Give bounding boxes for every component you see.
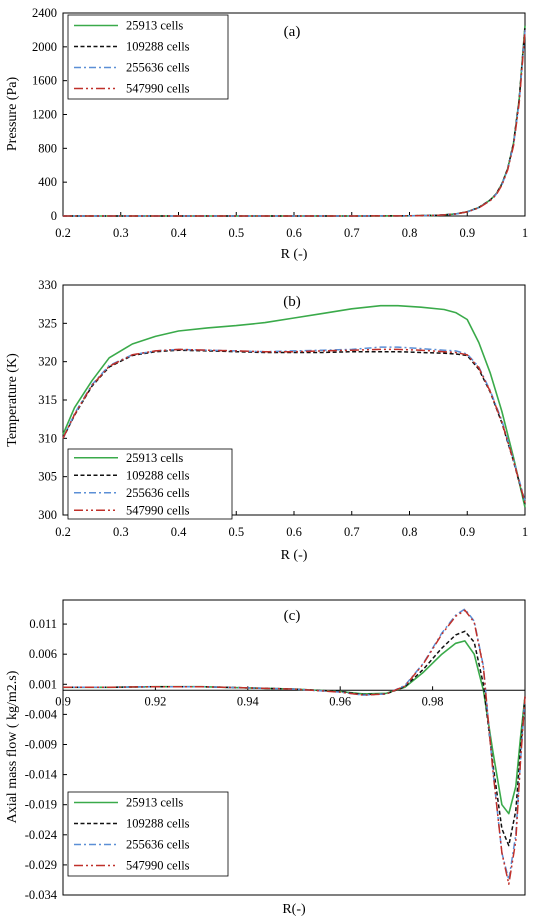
x-tick-label: 0.7 bbox=[344, 525, 360, 539]
y-tick-label: 1200 bbox=[32, 108, 57, 122]
y-tick-label: 330 bbox=[38, 278, 57, 292]
x-tick-label: 0.9 bbox=[459, 226, 475, 240]
legend-box bbox=[67, 14, 229, 100]
y-tick-label: -0.029 bbox=[25, 858, 57, 872]
x-tick-label: 0.98 bbox=[422, 694, 444, 708]
x-tick-label: 0.92 bbox=[144, 694, 166, 708]
y-tick-label: 305 bbox=[38, 470, 57, 484]
y-tick-label: 0.001 bbox=[29, 677, 57, 691]
legend-label: 547990 cells bbox=[126, 82, 190, 96]
x-axis-label: R(-) bbox=[282, 902, 306, 917]
y-tick-label: 0 bbox=[51, 209, 57, 223]
y-tick-label: -0.019 bbox=[25, 798, 57, 812]
y-tick-label: -0.034 bbox=[25, 888, 58, 902]
x-axis-label: R (-) bbox=[281, 247, 308, 262]
x-tick-label: 0.9 bbox=[55, 694, 71, 708]
x-tick-label: 0.4 bbox=[171, 226, 187, 240]
y-axis-label: Temperature (K) bbox=[5, 353, 20, 447]
legend-label: 255636 cells bbox=[126, 486, 190, 500]
legend-label: 109288 cells bbox=[126, 468, 190, 482]
legend-label: 255636 cells bbox=[126, 838, 190, 852]
x-tick-label: 1 bbox=[522, 525, 528, 539]
y-tick-label: 400 bbox=[38, 175, 57, 189]
legend-label: 25913 cells bbox=[126, 19, 183, 33]
legend-label: 25913 cells bbox=[126, 796, 183, 810]
y-tick-label: 310 bbox=[38, 431, 57, 445]
y-tick-label: 1600 bbox=[32, 74, 57, 88]
legend-label: 109288 cells bbox=[126, 817, 190, 831]
x-tick-label: 0.5 bbox=[228, 226, 244, 240]
x-tick-label: 0.5 bbox=[228, 525, 244, 539]
x-tick-label: 1 bbox=[522, 226, 528, 240]
y-tick-label: 0.011 bbox=[29, 617, 57, 631]
series-line bbox=[63, 609, 526, 885]
x-tick-label: 0.4 bbox=[171, 525, 187, 539]
x-tick-label: 0.9 bbox=[459, 525, 475, 539]
x-tick-label: 0.6 bbox=[286, 525, 302, 539]
legend-label: 547990 cells bbox=[126, 859, 190, 873]
y-tick-label: 325 bbox=[38, 316, 57, 330]
series-line bbox=[63, 30, 526, 217]
x-tick-label: 0.3 bbox=[113, 525, 129, 539]
y-tick-label: 320 bbox=[38, 355, 57, 369]
pressure-chart: 0 400 800 1200 1600 2000 2400 0.2 0.3 0.4 0.5 0.6 0.… bbox=[5, 6, 528, 262]
x-tick-label: 0.96 bbox=[329, 694, 351, 708]
legend-label: 547990 cells bbox=[126, 503, 190, 517]
y-tick-label: -0.014 bbox=[25, 768, 58, 782]
series-line bbox=[63, 630, 526, 847]
y-axis-label: Pressure (Pa) bbox=[5, 77, 20, 152]
x-tick-label: 0.8 bbox=[402, 525, 418, 539]
panel-annotation: (b) bbox=[283, 294, 301, 310]
plot-frame bbox=[62, 599, 526, 896]
panel-annotation: (c) bbox=[284, 608, 301, 624]
y-tick-label: 2400 bbox=[32, 6, 57, 20]
axial-mass-flow-chart: 0.011 0.006 0.001 -0.004 -0.009 -0.014 -0.019 -… bbox=[5, 599, 526, 917]
x-tick-label: 0.94 bbox=[237, 694, 260, 708]
x-tick-label: 0.2 bbox=[55, 226, 71, 240]
x-tick-label: 0.6 bbox=[286, 226, 302, 240]
y-tick-label: -0.009 bbox=[25, 737, 57, 751]
legend-label: 109288 cells bbox=[126, 40, 190, 54]
legend-label: 25913 cells bbox=[126, 451, 183, 465]
temperature-chart: 300 305 310 315 320 325 330 0.2 0.3 0.4 0.5 0.6 0.7 0… bbox=[5, 278, 528, 563]
legend-box bbox=[67, 791, 229, 877]
y-tick-label: 2000 bbox=[32, 40, 57, 54]
y-tick-label: 315 bbox=[38, 393, 57, 407]
y-tick-label: 800 bbox=[38, 141, 57, 155]
y-tick-label: 0.006 bbox=[29, 647, 57, 661]
x-tick-label: 0.8 bbox=[402, 226, 418, 240]
y-axis-label: Axial mass flow ( kg/m2.s) bbox=[5, 670, 20, 823]
panel-annotation: (a) bbox=[284, 24, 301, 40]
y-tick-label: 300 bbox=[38, 508, 57, 522]
y-tick-label: -0.004 bbox=[25, 707, 58, 721]
x-axis-label: R (-) bbox=[281, 548, 308, 563]
x-tick-label: 0.7 bbox=[344, 226, 360, 240]
y-tick-label: -0.024 bbox=[25, 828, 58, 842]
x-tick-label: 0.2 bbox=[55, 525, 71, 539]
legend-label: 255636 cells bbox=[126, 61, 190, 75]
series-line bbox=[62, 348, 526, 503]
x-tick-label: 0.3 bbox=[113, 226, 129, 240]
series-line bbox=[63, 640, 526, 815]
series-line bbox=[62, 304, 526, 508]
legend-box bbox=[67, 448, 233, 520]
